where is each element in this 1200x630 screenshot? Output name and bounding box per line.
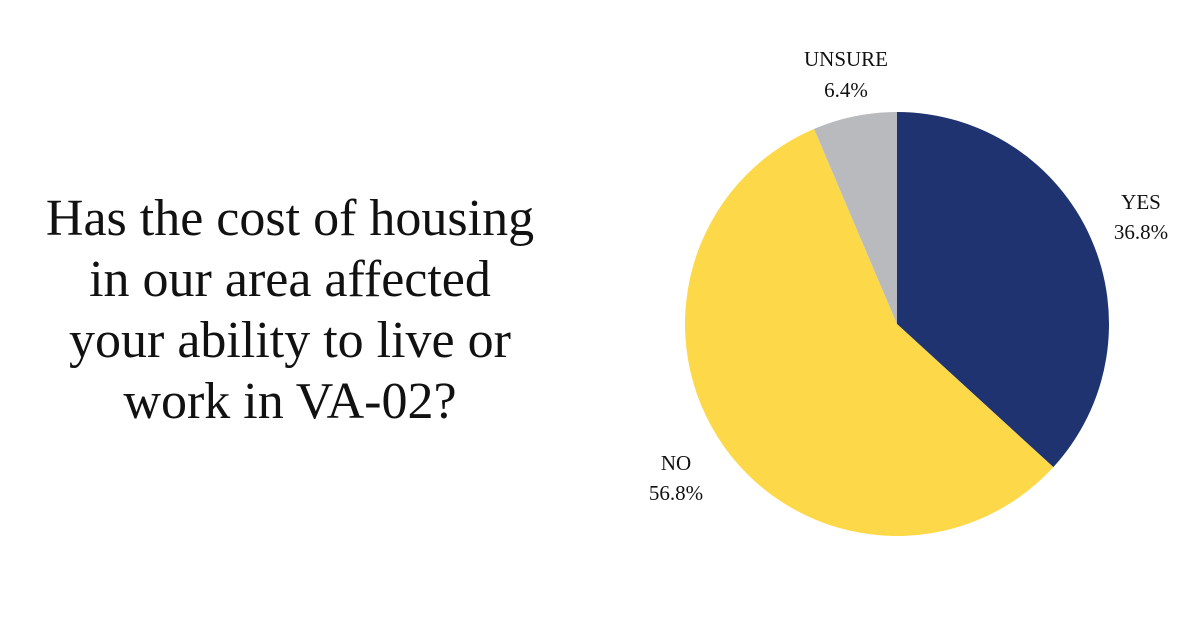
slice-label-no: NO (661, 451, 691, 475)
pie-slice-unsure (814, 112, 897, 324)
chart-title: Has the cost of housing in our area affe… (0, 188, 580, 432)
slice-value-no: 56.8% (649, 481, 703, 505)
pie-slice-no (684, 128, 1054, 537)
slice-label-yes: YES (1121, 190, 1161, 214)
title-line-1: Has the cost of housing (45, 190, 535, 247)
title-line-2: in our area affected (89, 251, 491, 308)
slice-value-unsure: 6.4% (824, 78, 868, 102)
slice-label-unsure: UNSURE (804, 47, 888, 71)
slice-value-yes: 36.8% (1114, 220, 1168, 244)
pie-slice-yes (897, 112, 1109, 468)
title-line-3: your ability to live or (69, 312, 511, 369)
title-line-4: work in VA-02? (123, 373, 457, 430)
